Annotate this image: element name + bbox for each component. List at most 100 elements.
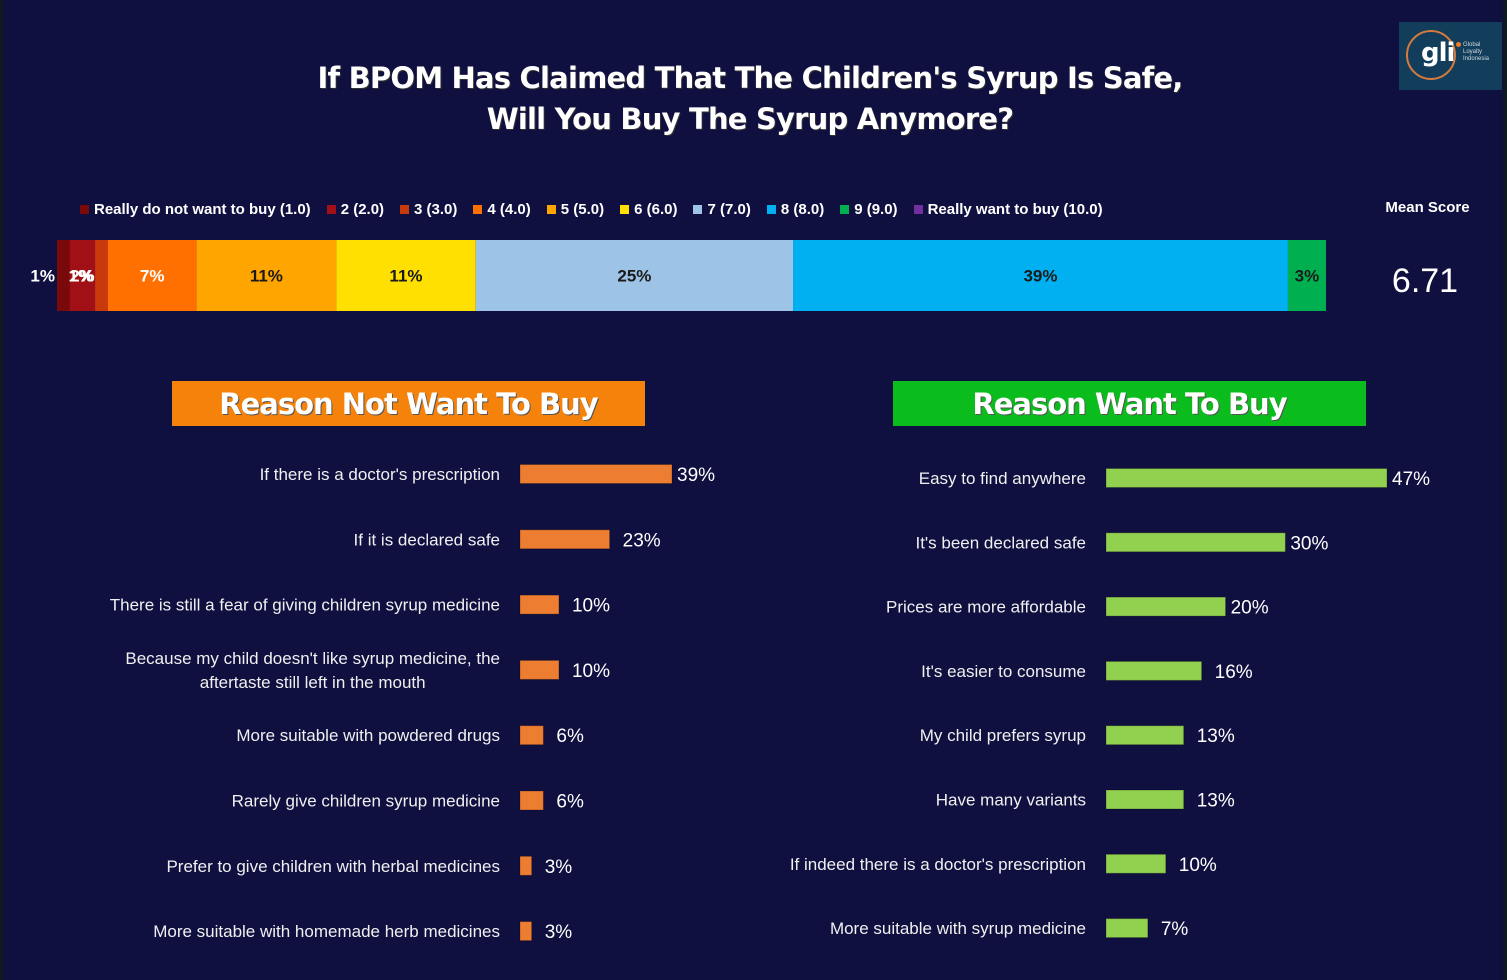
bar-value-label: 6% bbox=[556, 792, 584, 813]
legend-item: 4 (4.0) bbox=[473, 200, 531, 218]
bar bbox=[519, 659, 560, 680]
bar-value-label: 47% bbox=[1392, 469, 1430, 490]
legend-swatch-icon bbox=[693, 204, 703, 214]
legend-item: 2 (2.0) bbox=[326, 200, 385, 218]
stacked-segment-label: 1% bbox=[30, 267, 55, 286]
reason-want-chart: 47% Easy to find anywhere 30% It's been dec… bbox=[790, 468, 1430, 940]
bar bbox=[1105, 918, 1149, 939]
legend-swatch-icon bbox=[80, 204, 89, 214]
bar bbox=[1105, 660, 1203, 681]
bar-value-label: 10% bbox=[572, 661, 610, 682]
chart-title-line-1: If BPOM Has Claimed That The Children's … bbox=[317, 61, 1183, 95]
stacked-segment-label: 7% bbox=[140, 267, 165, 286]
logo-tagline-line: Global bbox=[1463, 42, 1481, 48]
mean-score-label: Mean Score bbox=[1385, 199, 1470, 216]
bar-value-label: 23% bbox=[623, 530, 661, 551]
bar bbox=[1105, 468, 1388, 488]
category-label: Have many variants bbox=[936, 791, 1086, 810]
left-window-edge bbox=[0, 0, 3, 980]
legend-swatch-icon bbox=[326, 204, 336, 214]
bar bbox=[519, 594, 560, 615]
legend-label: 3 (3.0) bbox=[414, 200, 458, 218]
bar bbox=[1105, 725, 1185, 746]
category-label: It's easier to consume bbox=[921, 662, 1086, 681]
stacked-segment bbox=[69, 240, 96, 311]
legend-item: 7 (7.0) bbox=[693, 201, 751, 218]
stacked-bar-chart: 1% 2%1% 7% 11% 11% 25% 39% 3% bbox=[30, 240, 1326, 311]
bar-value-label: 16% bbox=[1215, 662, 1253, 683]
category-label: Prefer to give children with herbal medi… bbox=[166, 857, 500, 876]
legend-swatch-icon bbox=[840, 204, 850, 214]
category-label: If indeed there is a doctor's prescripti… bbox=[790, 855, 1086, 874]
stacked-segment bbox=[475, 240, 794, 311]
legend-item: Really want to buy (10.0) bbox=[913, 200, 1103, 218]
logo-mark: gli bbox=[1421, 38, 1455, 68]
category-label: If there is a doctor's prescription bbox=[260, 465, 500, 484]
legend-item: 9 (9.0) bbox=[840, 200, 898, 218]
legend-swatch-icon bbox=[766, 204, 776, 214]
logo-ring-icon bbox=[1406, 30, 1456, 80]
legend-swatch-icon bbox=[546, 204, 556, 214]
legend-label: 9 (9.0) bbox=[854, 200, 898, 218]
bar bbox=[1105, 532, 1286, 553]
legend-item: 8 (8.0) bbox=[766, 201, 824, 218]
logo-dot-icon bbox=[1456, 42, 1461, 47]
stacked-segment-label: 39% bbox=[1023, 267, 1057, 286]
bar bbox=[519, 855, 533, 876]
reason-not-want-header: Reason Not Want To Buy bbox=[172, 381, 645, 426]
category-label: It's been declared safe bbox=[915, 533, 1086, 552]
bar-value-label: 39% bbox=[677, 465, 715, 486]
logo-tagline: Global Loyalty Indonesia bbox=[1463, 42, 1489, 63]
stacked-segment-label: 11% bbox=[389, 267, 422, 286]
category-label: aftertaste still left in the mouth bbox=[200, 673, 426, 692]
stacked-segment-label: 1% bbox=[68, 267, 93, 286]
logo-tagline-line: Indonesia bbox=[1463, 56, 1490, 62]
stacked-segment-label: 25% bbox=[617, 267, 651, 286]
reason-want-header: Reason Want To Buy bbox=[893, 381, 1366, 426]
stacked-segment bbox=[57, 240, 70, 311]
category-label: Because my child doesn't like syrup medi… bbox=[125, 649, 500, 668]
bar-value-label: 13% bbox=[1197, 726, 1235, 747]
bar-value-label: 10% bbox=[572, 596, 610, 617]
logo-tagline-line: Loyalty bbox=[1463, 49, 1483, 55]
mean-score-value: 6.71 bbox=[1391, 262, 1459, 300]
stacked-segment bbox=[95, 240, 108, 311]
legend-item: 3 (3.0) bbox=[400, 201, 457, 218]
legend-label: 2 (2.0) bbox=[340, 200, 385, 218]
bar bbox=[519, 790, 544, 811]
bar bbox=[519, 529, 611, 550]
bar-value-label: 30% bbox=[1290, 533, 1328, 554]
stacked-bar-legend: Really do not want to buy (1.0) 2 (2.0) 3 … bbox=[80, 199, 1119, 219]
stacked-segment bbox=[793, 240, 1288, 311]
category-label: More suitable with powdered drugs bbox=[236, 726, 500, 745]
category-label: Rarely give children syrup medicine bbox=[232, 792, 500, 811]
bar-value-label: 3% bbox=[545, 857, 573, 878]
legend-label: Really want to buy (10.0) bbox=[927, 200, 1103, 218]
category-label: If it is declared safe bbox=[354, 530, 500, 549]
legend-item: 6 (6.0) bbox=[620, 201, 677, 218]
stacked-segment bbox=[196, 240, 337, 311]
right-window-edge bbox=[1503, 0, 1507, 980]
reason-not-want-chart: 39% If there is a doctor's prescription 23… bbox=[110, 464, 715, 943]
bar-value-label: 13% bbox=[1197, 791, 1235, 812]
bar bbox=[1105, 853, 1167, 874]
bar-value-label: 10% bbox=[1179, 855, 1217, 876]
legend-label: Really do not want to buy (1.0) bbox=[94, 200, 311, 218]
bar bbox=[519, 464, 673, 484]
stacked-segment-label: 2% bbox=[70, 267, 95, 286]
category-label: Easy to find anywhere bbox=[919, 469, 1086, 488]
legend-label: 4 (4.0) bbox=[487, 200, 531, 218]
category-label: Prices are more affordable bbox=[886, 598, 1086, 617]
category-label: More suitable with syrup medicine bbox=[830, 919, 1086, 938]
legend-swatch-icon bbox=[473, 204, 483, 214]
stacked-segment bbox=[107, 240, 197, 311]
chart-title-line-2: Will You Buy The Syrup Anymore? bbox=[486, 102, 1014, 136]
bar-value-label: 7% bbox=[1161, 919, 1189, 940]
bar bbox=[1105, 789, 1185, 810]
stacked-segment bbox=[1287, 240, 1326, 311]
legend-swatch-icon bbox=[913, 204, 923, 214]
legend-item: Really do not want to buy (1.0) bbox=[80, 201, 311, 218]
stacked-segment-label: 11% bbox=[250, 267, 283, 286]
bar-value-label: 20% bbox=[1231, 598, 1269, 619]
chart-title: If BPOM Has Claimed That The Children's … bbox=[250, 58, 1250, 140]
